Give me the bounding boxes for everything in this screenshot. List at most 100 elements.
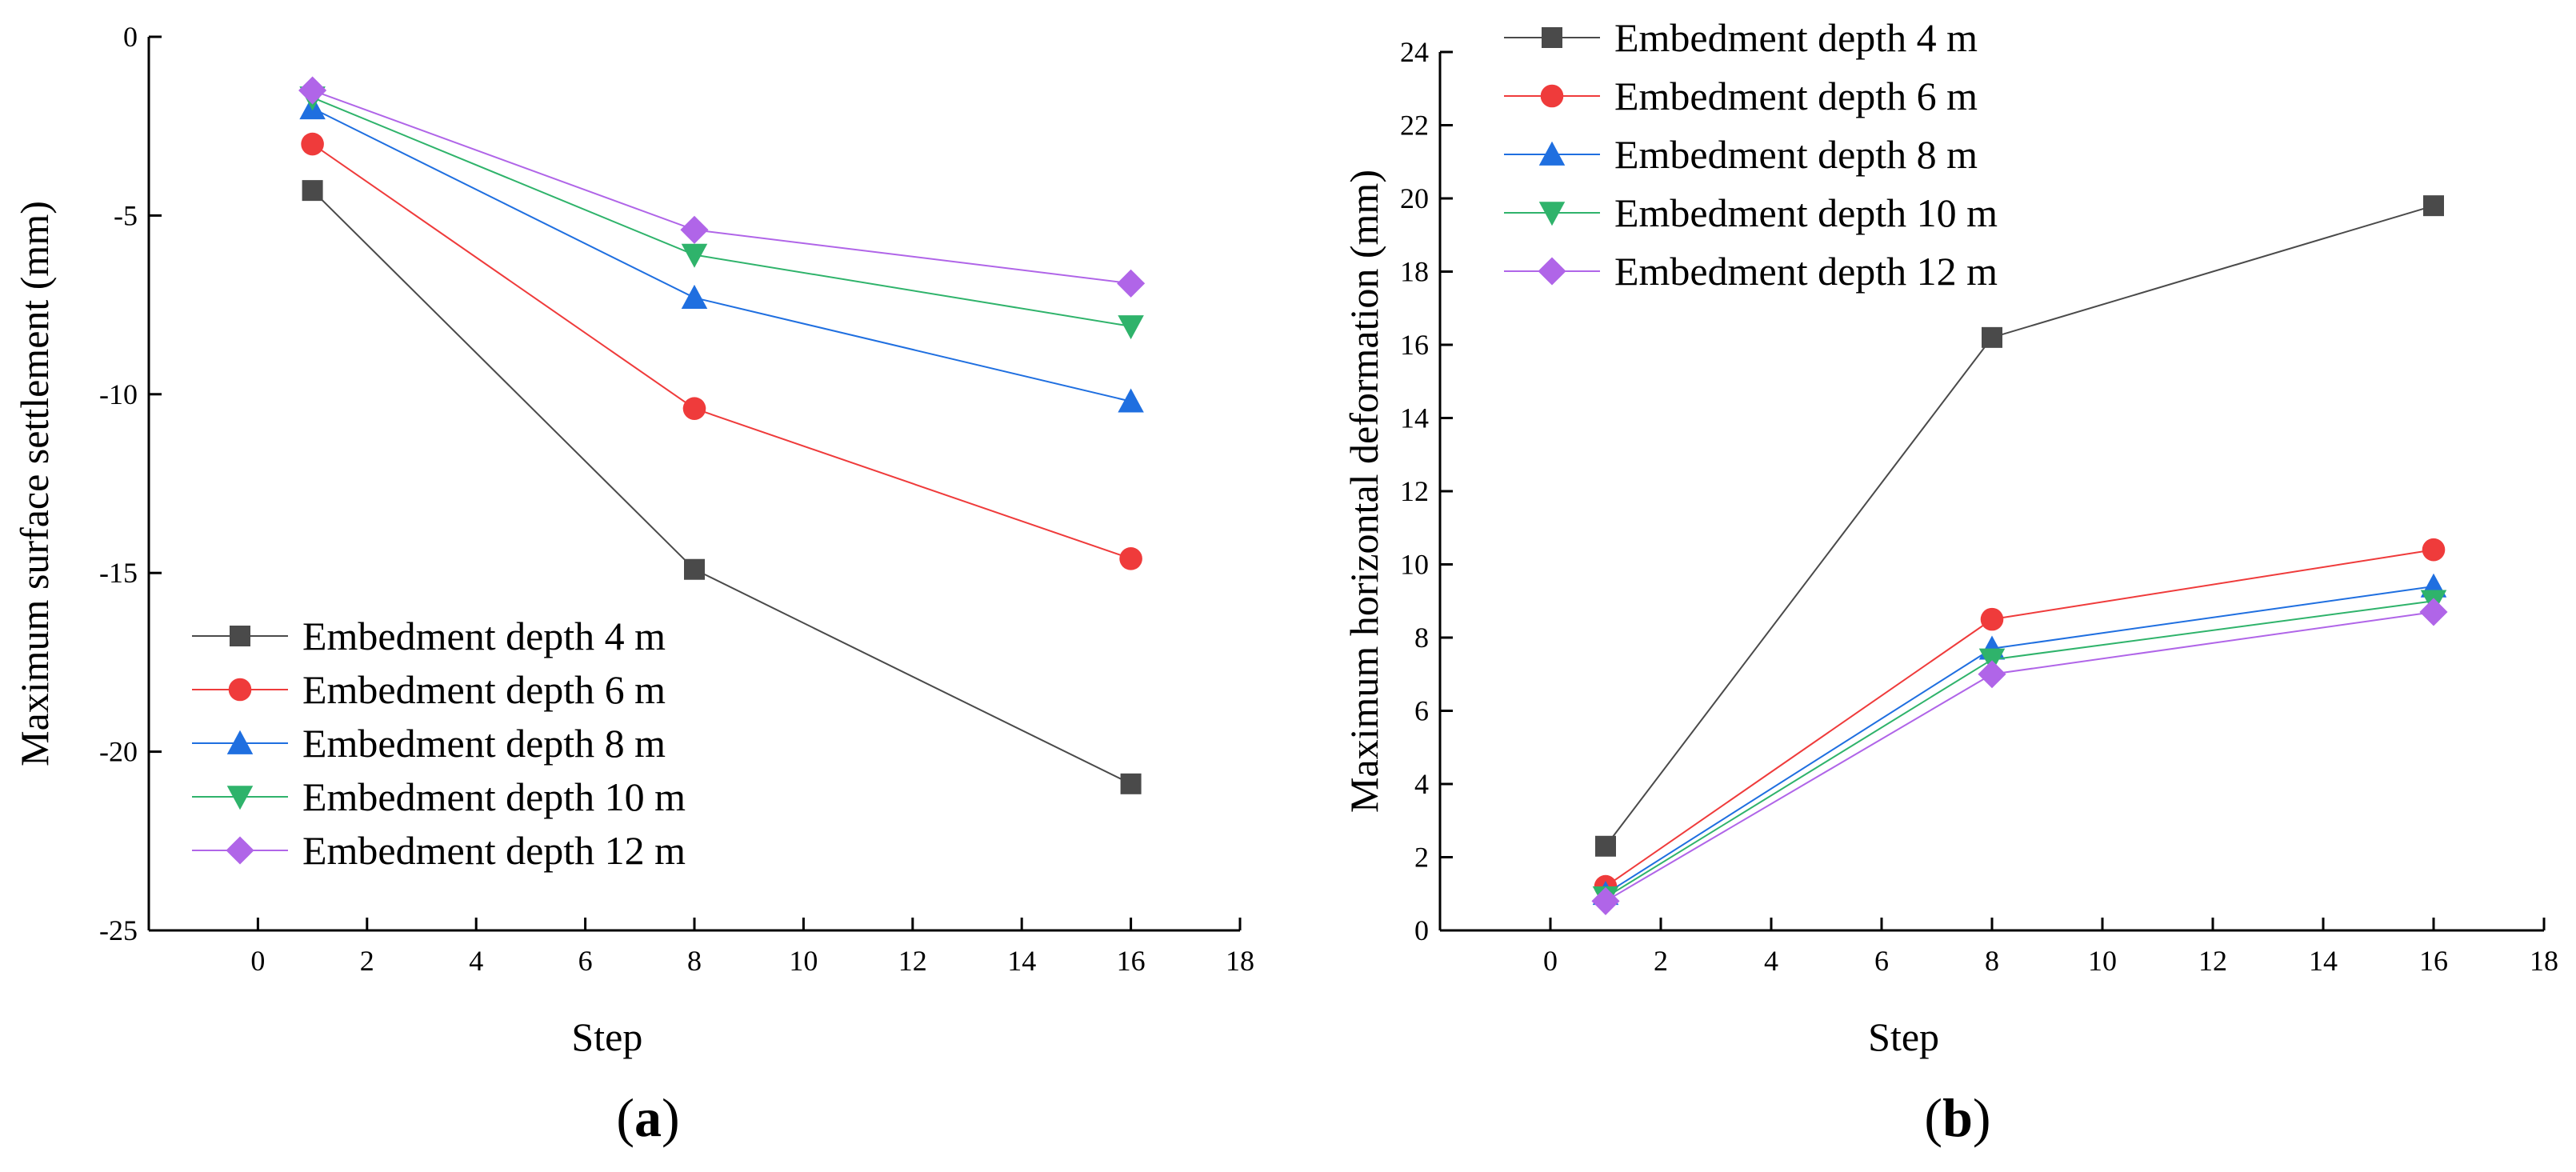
x-tick-label: 0 (250, 945, 265, 977)
x-tick-label: 2 (1654, 945, 1668, 977)
series-line (312, 107, 1131, 402)
y-tick-label: 2 (1414, 842, 1429, 874)
x-tick-label: 16 (1117, 945, 1146, 977)
series-line (312, 97, 1131, 327)
y-tick-label: 20 (1400, 182, 1429, 214)
chart-a-axes: 0 -5 -10 -15 -20 -25 0 2 4 6 8 10 12 14 16 18 (99, 21, 1254, 977)
data-point (1117, 269, 1146, 298)
y-tick-label: 12 (1400, 475, 1429, 507)
y-tick-label: 18 (1400, 256, 1429, 288)
data-point (1118, 388, 1144, 413)
data-point (301, 132, 324, 156)
x-tick-label: 12 (898, 945, 927, 977)
data-point (298, 76, 327, 105)
y-tick-label: 0 (1414, 914, 1429, 946)
data-point (681, 243, 708, 268)
legend-label: Embedment depth 10 m (302, 774, 686, 819)
y-tick-label: 6 (1414, 695, 1429, 727)
data-point (302, 180, 323, 202)
y-tick-label: -25 (99, 914, 138, 946)
y-tick-label: 24 (1400, 36, 1429, 68)
chart-b-panel-letter: b (1942, 1087, 1973, 1148)
y-tick-label: 14 (1400, 402, 1429, 434)
x-tick-label: 12 (2198, 945, 2227, 977)
legend-label: Embedment depth 12 m (302, 828, 686, 873)
legend-marker (226, 836, 254, 865)
data-point (2422, 538, 2446, 562)
chart-a-legend: Embedment depth 4 m Embedment depth 6 m Em… (192, 614, 686, 873)
legend-marker (1538, 202, 1566, 226)
x-tick-label: 14 (1007, 945, 1036, 977)
x-tick-label: 16 (2419, 945, 2448, 977)
chart-a: 0 -5 -10 -15 -20 -25 0 2 4 6 8 10 12 14 16 18 Embedment… (12, 21, 1254, 1148)
series-line (1605, 585, 2434, 895)
x-tick-label: 0 (1543, 945, 1558, 977)
legend-marker (1538, 257, 1566, 286)
series-line (1605, 205, 2434, 847)
legend-label: Embedment depth 8 m (1614, 132, 1978, 177)
chart-a-x-axis-label: Step (571, 1014, 642, 1059)
chart-b-legend: Embedment depth 4 m Embedment depth 6 m Em… (1504, 15, 1998, 294)
y-tick-label: -10 (99, 378, 138, 410)
chart-b-panel-label: (b) (1924, 1087, 1990, 1148)
legend-marker (228, 678, 252, 702)
x-tick-label: 8 (687, 945, 702, 977)
data-point (681, 284, 708, 309)
y-tick-label: 8 (1414, 622, 1429, 654)
data-point (680, 215, 709, 244)
y-tick-label: 0 (123, 21, 138, 53)
series-line (1605, 549, 2434, 887)
data-point (1980, 607, 2004, 631)
legend-label: Embedment depth 12 m (1614, 249, 1998, 294)
data-point (2423, 195, 2444, 217)
series-line (312, 143, 1131, 560)
y-tick-label: -15 (99, 557, 138, 589)
chart-b-x-axis-label: Step (1868, 1014, 1939, 1059)
y-tick-label: -5 (114, 199, 138, 231)
x-tick-label: 6 (1874, 945, 1889, 977)
data-point (1591, 886, 1620, 915)
legend-marker (230, 626, 250, 646)
data-point (1119, 547, 1142, 570)
x-tick-label: 4 (469, 945, 483, 977)
chart-a-series (298, 76, 1146, 794)
x-tick-label: 18 (1226, 945, 1254, 977)
x-tick-label: 8 (1985, 945, 1999, 977)
chart-a-panel-letter: a (634, 1087, 662, 1148)
chart-a-panel-label: (a) (616, 1087, 679, 1148)
legend-label: Embedment depth 4 m (1614, 15, 1978, 60)
legend-label: Embedment depth 6 m (302, 667, 666, 712)
data-point (1978, 660, 2006, 689)
data-point (1120, 773, 1142, 794)
legend-marker (1538, 141, 1566, 166)
x-tick-label: 4 (1764, 945, 1778, 977)
series-line (312, 90, 1131, 285)
y-tick-label: 22 (1400, 110, 1429, 142)
data-point (1118, 315, 1144, 340)
x-tick-label: 18 (2530, 945, 2558, 977)
x-tick-label: 14 (2309, 945, 2338, 977)
x-tick-label: 10 (2088, 945, 2117, 977)
data-point (1982, 326, 2002, 348)
chart-b-series (1591, 195, 2448, 915)
legend-label: Embedment depth 6 m (1614, 74, 1978, 118)
legend-marker (1540, 84, 1564, 108)
legend-label: Embedment depth 10 m (1614, 190, 1998, 235)
x-tick-label: 6 (578, 945, 593, 977)
legend-label: Embedment depth 4 m (302, 614, 666, 658)
legend-marker (1542, 27, 1562, 48)
legend-marker (226, 786, 254, 810)
chart-a-y-axis-label: Maximum surface settlement (mm) (12, 201, 57, 766)
chart-b-y-axis-label: Maximum horizontal deformation (mm) (1342, 170, 1386, 813)
data-point (682, 397, 706, 420)
y-tick-label: 16 (1400, 329, 1429, 361)
data-point (1595, 835, 1616, 857)
y-tick-label: 10 (1400, 549, 1429, 581)
legend-label: Embedment depth 8 m (302, 721, 666, 766)
x-tick-label: 2 (360, 945, 374, 977)
data-point (2419, 598, 2448, 626)
